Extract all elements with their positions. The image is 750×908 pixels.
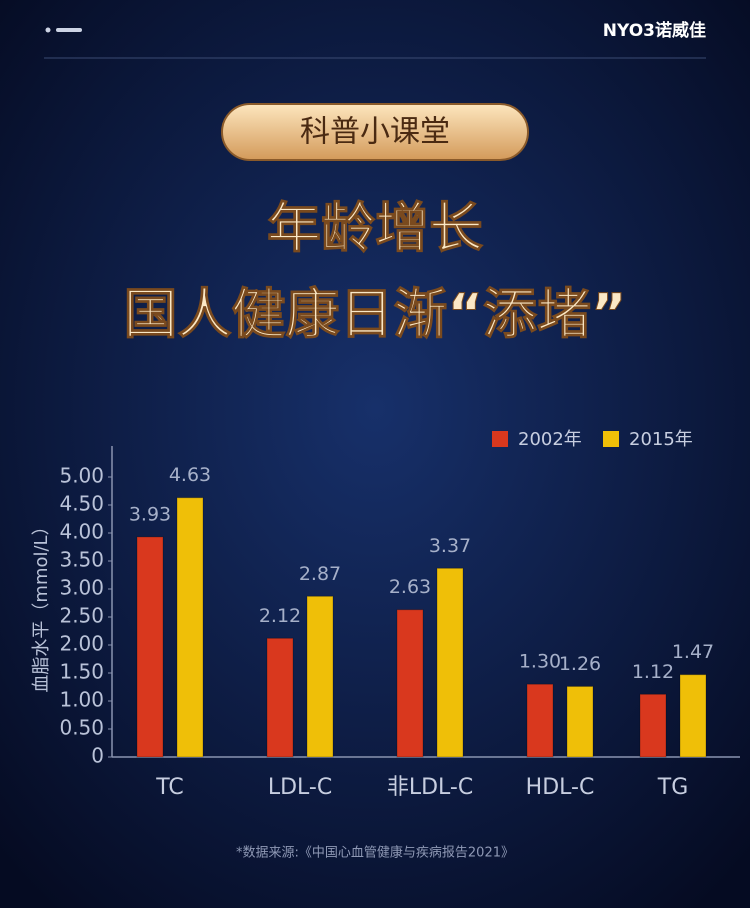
header-dot [45,27,51,33]
value-label: 3.37 [429,535,471,557]
y-axis-label: 血脂水平（mmol/L） [31,517,52,692]
x-tick-label: TG [657,775,689,800]
legend-swatch [492,431,508,447]
value-label: 1.12 [632,661,674,683]
x-tick-label: HDL-C [526,775,595,800]
bar [136,536,164,758]
value-label: 1.26 [559,653,601,675]
y-tick-label: 1.00 [59,688,104,712]
x-tick-label: 非LDL-C [387,775,473,800]
brand: NYO3诺威佳 [603,20,706,41]
value-label: 2.12 [259,605,301,627]
y-tick-label: 0 [91,744,104,768]
bar [526,683,554,758]
header-dash [56,28,82,32]
y-tick-label: 2.00 [59,632,104,656]
badge [221,103,529,161]
x-tick-label: LDL-C [268,775,332,800]
title-line: 国人健康日渐“添堵” [124,283,627,346]
y-tick-label: 4.00 [59,520,104,544]
bar [436,567,464,758]
legend-label: 2002年 [518,429,582,450]
y-tick-label: 0.50 [59,716,104,740]
value-label: 2.87 [299,563,341,585]
x-tick-label: TC [155,775,184,800]
y-tick-label: 2.50 [59,604,104,628]
value-label: 1.30 [519,651,561,673]
bar [306,595,334,758]
title-line: 年龄增长 [267,197,483,260]
bar [266,637,294,758]
y-tick-label: 1.50 [59,660,104,684]
value-label: 1.47 [672,641,714,663]
bar [396,609,424,758]
value-label: 4.63 [169,464,211,486]
bar [176,497,204,758]
y-tick-label: 4.50 [59,492,104,516]
y-tick-label: 3.50 [59,548,104,572]
bar [566,685,594,758]
value-label: 2.63 [389,576,431,598]
badge-text: 科普小课堂 [300,115,450,150]
value-label: 3.93 [129,503,171,525]
legend-swatch [603,431,619,447]
legend-label: 2015年 [629,429,693,450]
source: *数据来源:《中国心血管健康与疾病报告2021》 [236,845,514,861]
bar [679,674,707,758]
y-tick-label: 3.00 [59,576,104,600]
bar [639,693,667,758]
y-tick-label: 5.00 [59,464,104,488]
